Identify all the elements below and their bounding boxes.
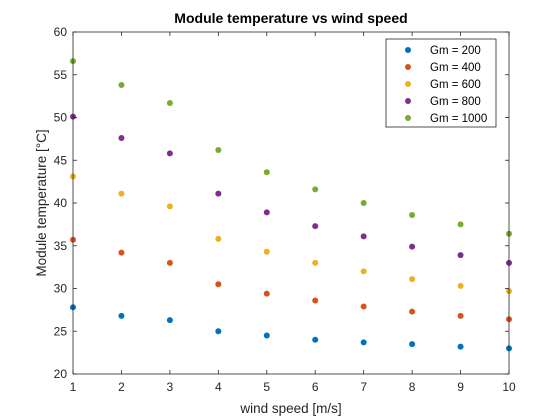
legend-box bbox=[385, 38, 497, 128]
data-point bbox=[263, 290, 270, 297]
data-point bbox=[166, 259, 173, 266]
data-point bbox=[457, 343, 464, 350]
y-tick-label: 20 bbox=[54, 367, 68, 381]
y-tick-label: 25 bbox=[54, 324, 68, 338]
x-tick-label: 1 bbox=[70, 380, 77, 394]
y-tick-label: 50 bbox=[54, 111, 68, 125]
x-tick-label: 9 bbox=[457, 380, 464, 394]
x-tick-label: 6 bbox=[312, 380, 319, 394]
data-point bbox=[166, 99, 173, 106]
legend-marker bbox=[405, 64, 411, 70]
data-point bbox=[118, 190, 125, 197]
data-point bbox=[263, 169, 270, 176]
legend-marker bbox=[405, 81, 411, 87]
data-point bbox=[312, 336, 319, 343]
data-point bbox=[215, 328, 222, 335]
x-tick-label: 3 bbox=[167, 380, 174, 394]
data-point bbox=[118, 249, 125, 256]
data-point bbox=[312, 223, 319, 230]
data-point bbox=[409, 341, 416, 348]
data-point bbox=[118, 312, 125, 319]
legend-label: Gm = 600 bbox=[430, 79, 481, 91]
data-point bbox=[166, 203, 173, 210]
y-tick-label: 55 bbox=[54, 68, 68, 82]
y-tick-label: 60 bbox=[54, 25, 68, 39]
legend-label: Gm = 800 bbox=[430, 96, 481, 108]
data-point bbox=[360, 268, 367, 275]
x-axis-label: wind speed [m/s] bbox=[239, 401, 341, 416]
data-point bbox=[360, 303, 367, 310]
legend-label: Gm = 1000 bbox=[430, 113, 487, 125]
legend-entries: Gm = 200 Gm = 400 Gm = 600 Gm = 800 Gm = 100… bbox=[405, 45, 487, 125]
data-point bbox=[166, 150, 173, 157]
legend-marker bbox=[405, 47, 411, 53]
legend-label: Gm = 400 bbox=[430, 62, 481, 74]
series-3 bbox=[70, 173, 512, 295]
x-tick-label: 4 bbox=[215, 380, 222, 394]
x-tick-label: 7 bbox=[360, 380, 367, 394]
data-point bbox=[409, 243, 416, 250]
chart-title: Module temperature vs wind speed bbox=[174, 10, 407, 26]
data-point bbox=[215, 235, 222, 242]
legend-marker bbox=[405, 115, 411, 121]
data-point bbox=[215, 146, 222, 153]
data-point bbox=[457, 282, 464, 289]
y-tick-label: 40 bbox=[54, 196, 68, 210]
legend-label: Gm = 200 bbox=[430, 45, 481, 57]
legend: Gm = 200 Gm = 400 Gm = 600 Gm = 800 Gm = 100… bbox=[385, 38, 497, 128]
y-axis-ticks: 20 25 30 35 40 45 50 55 60 bbox=[54, 25, 509, 381]
series-1 bbox=[70, 304, 512, 352]
data-point bbox=[215, 190, 222, 197]
legend-marker bbox=[405, 98, 411, 104]
data-point bbox=[360, 233, 367, 240]
x-tick-label: 2 bbox=[118, 380, 125, 394]
data-point bbox=[312, 259, 319, 266]
data-point bbox=[263, 332, 270, 339]
data-point bbox=[263, 209, 270, 216]
data-point bbox=[166, 317, 173, 324]
x-tick-label: 8 bbox=[409, 380, 416, 394]
data-point bbox=[312, 297, 319, 304]
data-point bbox=[409, 276, 416, 283]
data-point bbox=[118, 82, 125, 89]
series-5 bbox=[70, 58, 512, 237]
data-point bbox=[215, 281, 222, 288]
y-tick-label: 30 bbox=[54, 282, 68, 296]
y-tick-label: 45 bbox=[54, 153, 68, 167]
data-point bbox=[312, 186, 319, 193]
y-tick-label: 35 bbox=[54, 239, 68, 253]
y-axis-label: Module temperature [°C] bbox=[34, 129, 49, 276]
data-point bbox=[263, 248, 270, 255]
data-point bbox=[457, 221, 464, 228]
x-tick-label: 5 bbox=[263, 380, 270, 394]
data-point bbox=[457, 252, 464, 259]
data-point bbox=[409, 308, 416, 315]
x-tick-label: 10 bbox=[502, 380, 516, 394]
data-point bbox=[118, 135, 125, 142]
data-point bbox=[409, 211, 416, 218]
data-point bbox=[360, 339, 367, 346]
data-point bbox=[457, 312, 464, 319]
x-axis-ticks: 1 2 3 4 5 6 7 8 9 10 bbox=[70, 32, 516, 394]
data-point bbox=[360, 200, 367, 206]
